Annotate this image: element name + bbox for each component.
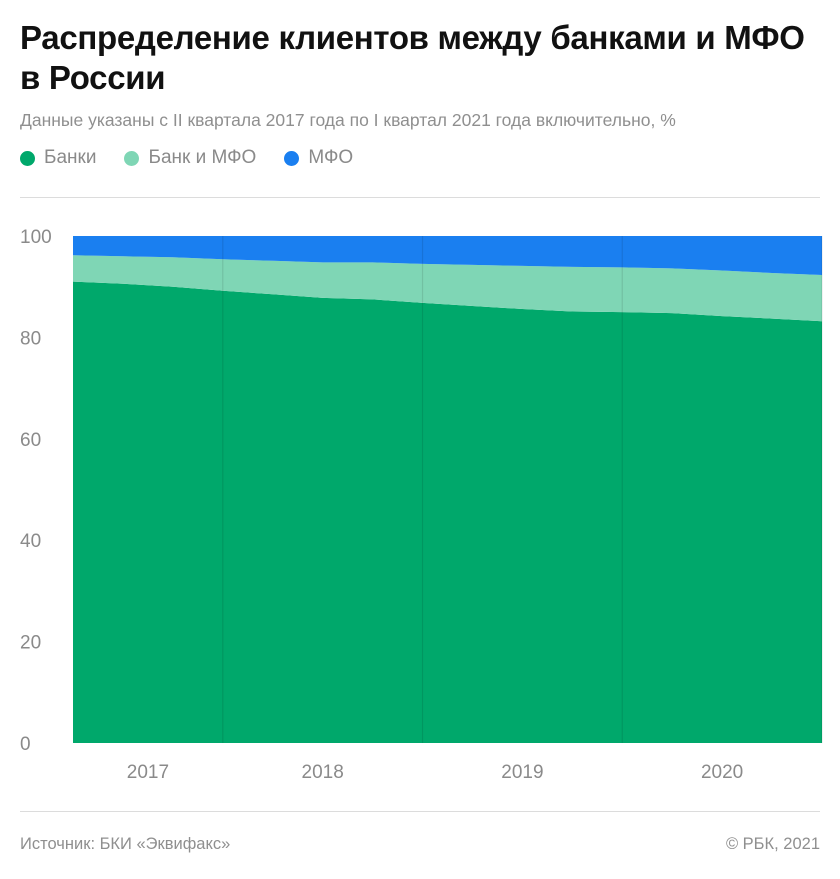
legend-item-mfo: МФО [284,147,353,169]
y-tick-label: 100 [20,227,52,248]
x-tick-label: 2019 [501,762,543,783]
area-banks [73,281,822,743]
legend: Банки Банк и МФО МФО [20,147,353,169]
copyright-note: © РБК, 2021 [725,835,820,853]
source-note: Источник: БКИ «Эквифакс» [20,835,231,853]
area-mfo [73,236,822,275]
x-tick-label: 2017 [127,762,169,783]
legend-swatch-bank-and-mfo [124,150,140,166]
x-tick-label: 2018 [302,762,344,783]
legend-label-banks: Банки [44,147,97,168]
legend-swatch-mfo [284,150,300,166]
y-tick-label: 60 [20,430,41,451]
legend-label-bank-and-mfo: Банк и МФО [148,147,257,168]
y-tick-label: 40 [20,531,41,552]
y-tick-label: 80 [20,328,41,349]
chart-title: Распределение клиентов между банками и М… [20,19,805,96]
y-tick-label: 20 [20,633,41,654]
area-bank-and-mfo [73,255,822,322]
legend-label-mfo: МФО [308,147,354,168]
top-divider [20,197,820,198]
chart-subtitle: Данные указаны с II квартала 2017 года п… [20,110,676,130]
legend-item-banks: Банки [20,147,96,169]
legend-item-bank-and-mfo: Банк и МФО [124,147,256,169]
y-tick-label: 0 [20,734,31,755]
area-chart: 0 20 40 60 80 100 2017 2018 2019 2020 [20,227,823,783]
bottom-divider [20,811,820,812]
x-tick-label: 2020 [701,762,743,783]
legend-swatch-banks [20,150,35,166]
